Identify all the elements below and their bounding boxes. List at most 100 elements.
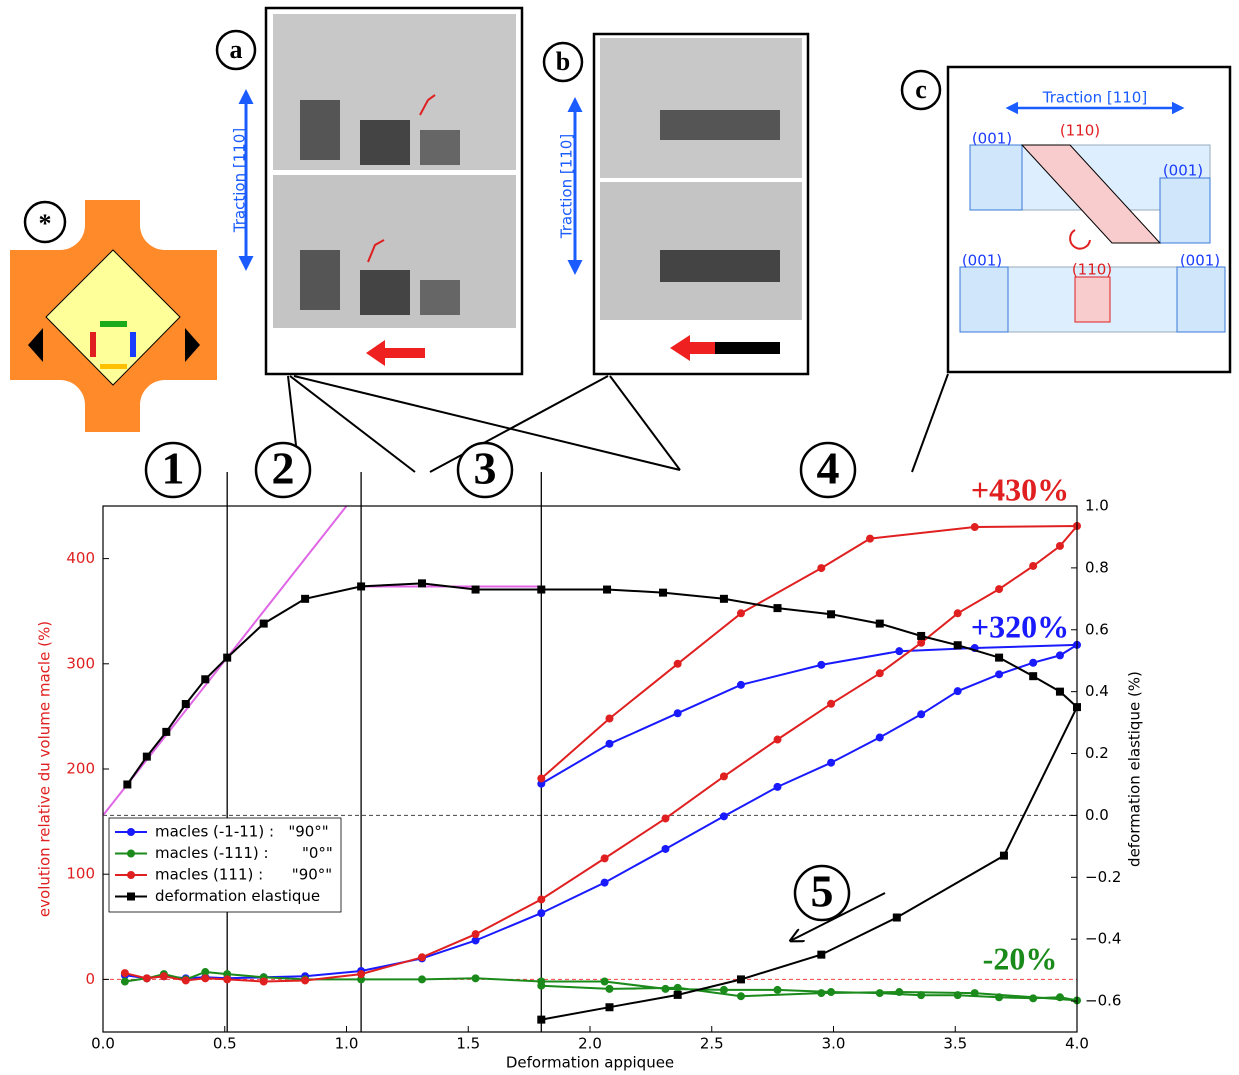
traction-label: Traction [110] bbox=[231, 128, 249, 233]
marker bbox=[953, 641, 962, 650]
marker bbox=[995, 670, 1004, 679]
marker bbox=[417, 953, 426, 962]
y2-axis-label: deformation elastique (%) bbox=[1126, 671, 1144, 867]
inset-label: c bbox=[915, 75, 927, 104]
marker bbox=[537, 981, 546, 990]
marker bbox=[600, 878, 609, 887]
y2-tick-label: −0.6 bbox=[1085, 992, 1121, 1010]
marker bbox=[600, 977, 609, 986]
marker bbox=[120, 977, 129, 986]
y2-tick-label: 0.6 bbox=[1085, 620, 1109, 638]
plane-label: (001) bbox=[962, 252, 1002, 270]
marker bbox=[417, 579, 426, 588]
phase-label: 3 bbox=[474, 443, 497, 494]
y-tick-label: 400 bbox=[66, 549, 95, 567]
legend-marker bbox=[127, 892, 135, 901]
marker bbox=[917, 991, 926, 1000]
phase-label: 4 bbox=[817, 443, 840, 494]
phase-circle bbox=[799, 441, 857, 499]
marker bbox=[917, 638, 926, 647]
plane-label: (001) bbox=[972, 130, 1012, 148]
y2-tick-label: 0.8 bbox=[1085, 558, 1109, 576]
x-tick-label: 1.0 bbox=[335, 1035, 359, 1053]
marker bbox=[301, 594, 310, 603]
inset-label: a bbox=[230, 35, 243, 64]
legend-label: deformation elastique bbox=[155, 887, 320, 905]
y2-tick-label: 1.0 bbox=[1085, 497, 1109, 515]
y-axis-label: evolution relative du volume macle (%) bbox=[36, 621, 54, 917]
marker bbox=[773, 985, 782, 994]
marker bbox=[995, 993, 1004, 1002]
marker bbox=[162, 727, 171, 736]
marker bbox=[537, 585, 546, 594]
marker bbox=[673, 990, 682, 999]
marker bbox=[827, 699, 836, 708]
marker bbox=[1029, 994, 1038, 1003]
marker bbox=[471, 585, 480, 594]
y2-tick-label: 0.0 bbox=[1085, 806, 1109, 824]
series-line bbox=[124, 524, 1080, 983]
y2-tick-label: −0.4 bbox=[1085, 930, 1121, 948]
y-tick-label: 300 bbox=[66, 654, 95, 672]
marker bbox=[999, 851, 1008, 860]
x-tick-label: 0.5 bbox=[213, 1035, 237, 1053]
x-tick-label: 3.0 bbox=[822, 1035, 846, 1053]
y2-tick-label: 0.4 bbox=[1085, 682, 1109, 700]
marker bbox=[817, 660, 826, 669]
marker bbox=[605, 1003, 614, 1012]
x-axis-label: Deformation appiquee bbox=[506, 1054, 674, 1072]
marker bbox=[1029, 561, 1038, 570]
marker bbox=[673, 709, 682, 718]
traction-label: Traction [110] bbox=[558, 134, 576, 239]
inset-b: b Traction [110] bbox=[542, 32, 810, 376]
marker bbox=[223, 653, 232, 662]
marker bbox=[736, 680, 745, 689]
marker bbox=[817, 950, 826, 959]
marker bbox=[537, 774, 546, 783]
marker bbox=[736, 975, 745, 984]
marker bbox=[259, 619, 268, 628]
marker bbox=[892, 913, 901, 922]
marker bbox=[537, 895, 546, 904]
phase-circle bbox=[144, 441, 202, 499]
y-tick-label: 100 bbox=[66, 865, 95, 883]
marker bbox=[773, 604, 782, 613]
y2-tick-label: 0.2 bbox=[1085, 744, 1109, 762]
marker bbox=[537, 1015, 546, 1024]
marker bbox=[123, 780, 132, 789]
y2-tick-label: −0.2 bbox=[1085, 868, 1121, 886]
legend-marker bbox=[127, 849, 135, 858]
marker bbox=[719, 594, 728, 603]
marker bbox=[223, 975, 232, 984]
marker bbox=[773, 782, 782, 791]
x-tick-label: 4.0 bbox=[1065, 1035, 1089, 1053]
marker bbox=[817, 989, 826, 998]
traction-label: Traction [110] bbox=[1042, 89, 1147, 107]
marker bbox=[827, 610, 836, 619]
marker bbox=[605, 739, 614, 748]
marker bbox=[659, 588, 668, 597]
phase-label: 2 bbox=[272, 443, 295, 494]
x-tick-label: 1.5 bbox=[456, 1035, 480, 1053]
marker bbox=[259, 977, 268, 986]
marker bbox=[866, 534, 875, 543]
x-tick-label: 2.5 bbox=[700, 1035, 724, 1053]
marker bbox=[953, 687, 962, 696]
marker bbox=[142, 974, 151, 983]
marker bbox=[357, 970, 366, 979]
legend-label: macles (111) : "90°" bbox=[155, 866, 332, 884]
legend-marker bbox=[127, 828, 135, 836]
marker bbox=[605, 984, 614, 993]
marker bbox=[995, 653, 1004, 662]
marker bbox=[661, 984, 670, 993]
plane-label: (110) bbox=[1072, 261, 1112, 279]
marker bbox=[471, 930, 480, 939]
marker bbox=[357, 582, 366, 591]
marker bbox=[673, 659, 682, 668]
x-tick-label: 3.5 bbox=[943, 1035, 967, 1053]
marker bbox=[875, 669, 884, 678]
marker bbox=[736, 992, 745, 1001]
plot-frame bbox=[102, 505, 1078, 1033]
series-line bbox=[124, 643, 1081, 980]
marker bbox=[417, 975, 426, 984]
